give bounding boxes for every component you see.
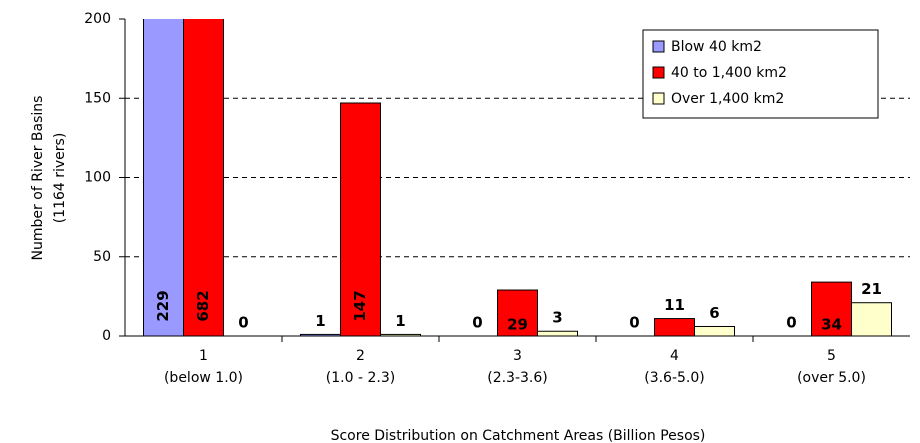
x-axis-title: Score Distribution on Catchment Areas (B… [331, 428, 706, 443]
bar [811, 281, 852, 336]
value-label: 147 [351, 290, 369, 321]
x-tick-label: 4 [670, 348, 679, 364]
value-label: 3 [552, 309, 562, 327]
y-axis-title: Number of River Basins [30, 96, 46, 261]
x-tick-label: 1 [199, 348, 208, 364]
bar [851, 302, 892, 336]
x-tick-label: (1.0 - 2.3) [326, 370, 395, 386]
x-tick-label: 3 [513, 348, 522, 364]
y-axis-title: (1164 rivers) [52, 133, 68, 224]
value-label: 0 [786, 314, 796, 332]
value-label: 682 [194, 290, 212, 321]
bar [497, 289, 538, 336]
legend-label: Over 1,400 km2 [671, 91, 784, 107]
y-tick-label: 200 [84, 11, 111, 27]
bar [694, 325, 735, 336]
x-tick-label: (below 1.0) [164, 370, 243, 386]
legend-swatch [652, 92, 665, 105]
value-label: 0 [472, 314, 482, 332]
value-label: 0 [238, 314, 248, 332]
y-tick-label: 0 [102, 328, 111, 344]
value-label: 0 [629, 314, 639, 332]
overlay: 1 (below 1.0) 229 682 0 2 (1.0 - 2.3) 1 147 1 3 (2.… [124, 19, 910, 386]
x-tick-label: (over 5.0) [797, 370, 866, 386]
bar [183, 19, 224, 336]
value-label: 21 [861, 280, 882, 298]
value-label: 6 [709, 304, 719, 322]
y-tick-label: 50 [93, 249, 111, 265]
value-label: 1 [395, 312, 405, 330]
bar [340, 102, 381, 336]
value-label: 34 [821, 316, 842, 334]
x-tick-label: (2.3-3.6) [487, 370, 548, 386]
value-label: 29 [507, 316, 528, 334]
legend-label: Blow 40 km2 [671, 39, 762, 55]
y-tick-label: 100 [84, 170, 111, 186]
bars [143, 19, 892, 336]
value-label: 1 [315, 312, 325, 330]
legend-label: 40 to 1,400 km2 [671, 65, 787, 81]
x-tick-label: 2 [356, 348, 365, 364]
legend-box [642, 29, 879, 119]
bar [537, 330, 578, 336]
bar [654, 318, 695, 336]
y-tick-label: 150 [84, 90, 111, 106]
bar [380, 333, 421, 336]
legend-swatch [652, 40, 665, 53]
legend-swatch [652, 66, 665, 79]
x-tick-label: (3.6-5.0) [644, 370, 705, 386]
value-label: 11 [664, 296, 685, 314]
value-label: 229 [154, 290, 172, 321]
bar [143, 19, 184, 336]
x-tick-label: 5 [827, 348, 836, 364]
